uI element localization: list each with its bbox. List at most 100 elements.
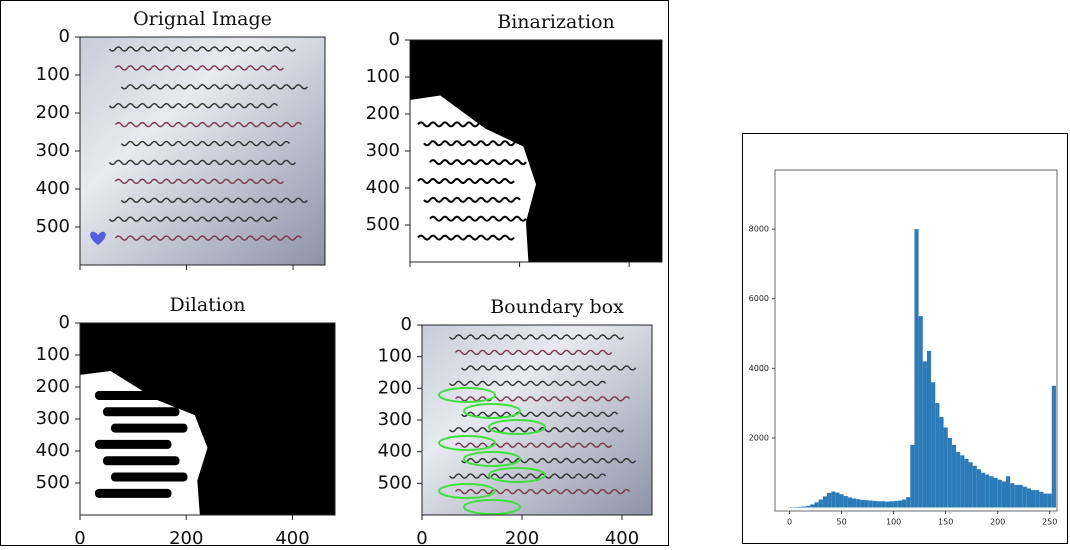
y-tick-label: 200 (36, 102, 70, 123)
y-tick-label: 400 (366, 177, 400, 198)
figure: Orignal Image 0 100 200 300 400 500 Binarizatio… (0, 0, 1070, 546)
hist-bar (948, 438, 952, 508)
hist-bar (1027, 488, 1031, 507)
hist-bar (823, 496, 827, 507)
x-tick-label: 200 (990, 518, 1005, 527)
hist-bar (952, 445, 956, 508)
panel-title: Orignal Image (133, 8, 272, 30)
hist-bar (1052, 386, 1056, 508)
y-tick-label: 400 (36, 440, 70, 461)
image (410, 40, 662, 262)
hist-bar (989, 476, 993, 507)
hist-bar (944, 427, 948, 507)
x-tick-label: 400 (605, 528, 639, 546)
blob (103, 407, 180, 416)
hist-bar (1006, 476, 1010, 507)
x-tick-label: 400 (275, 528, 309, 546)
hist-bar (1010, 483, 1014, 507)
y-tick-label: 500 (366, 214, 400, 235)
hist-bar (860, 500, 864, 508)
hist-bar (998, 480, 1002, 508)
photo-bg (80, 37, 325, 265)
hist-bar (889, 501, 893, 507)
image (80, 323, 335, 515)
blob (95, 440, 172, 449)
hist-bar (1002, 481, 1006, 507)
hist-bar (819, 500, 823, 508)
blob (95, 489, 172, 498)
hist-bar (827, 493, 831, 508)
hist-bar (931, 382, 935, 507)
hist-bar (1023, 487, 1027, 508)
hist-bar (960, 455, 964, 507)
y-tick-label: 100 (36, 344, 70, 365)
x-tick-label: 150 (938, 518, 953, 527)
hist-bar (935, 403, 939, 507)
y-tick-label: 200 (378, 377, 412, 398)
hist-bar (848, 497, 852, 507)
hist-bar (881, 501, 885, 507)
hist-bar (910, 445, 914, 508)
y-tick-label: 500 (378, 472, 412, 493)
hist-bar (1031, 490, 1035, 507)
y-tick-label: 8000 (749, 225, 769, 234)
panel-title: Dilation (169, 294, 245, 316)
panel-title: Binarization (497, 11, 615, 33)
hist-bar (956, 452, 960, 508)
hist-bar (1039, 492, 1043, 508)
image (80, 37, 325, 265)
y-tick-label: 0 (59, 26, 70, 47)
hist-bar (902, 500, 906, 508)
blob (111, 473, 188, 482)
hist-bar (1048, 494, 1052, 508)
y-tick-label: 100 (366, 66, 400, 87)
hist-bar (939, 417, 943, 507)
y-tick-label: 300 (366, 140, 400, 161)
x-tick-label: 0 (787, 518, 792, 527)
hist-bar (1018, 485, 1022, 508)
hist-bar (831, 492, 835, 508)
y-tick-label: 400 (378, 441, 412, 462)
y-tick-label: 2000 (749, 433, 769, 442)
hist-bar (885, 502, 889, 508)
y-tick-label: 100 (36, 64, 70, 85)
hist-bar (994, 478, 998, 508)
x-tick-label: 0 (74, 528, 85, 546)
hist-bar (856, 499, 860, 507)
hist-bar (1043, 494, 1047, 508)
y-tick-label: 6000 (749, 294, 769, 303)
panel-title: Boundary box (490, 296, 624, 318)
y-tick-label: 4000 (749, 364, 769, 373)
hist-bar (923, 361, 927, 507)
y-tick-label: 200 (366, 103, 400, 124)
y-tick-label: 300 (378, 409, 412, 430)
hist-bar (794, 507, 798, 508)
x-tick-label: 100 (886, 518, 901, 527)
hist-bar (864, 500, 868, 507)
x-tick-label: 200 (169, 528, 203, 546)
blob (103, 456, 180, 465)
hist-bar (873, 501, 877, 508)
y-tick-label: 500 (36, 216, 70, 237)
hist-bar (852, 498, 856, 507)
image (422, 325, 652, 515)
y-tick-label: 100 (378, 346, 412, 367)
blob (95, 391, 172, 400)
x-tick-label: 250 (1042, 518, 1057, 527)
y-tick-label: 0 (401, 314, 412, 335)
hist-bar (844, 496, 848, 507)
x-tick-label: 200 (505, 528, 539, 546)
hist-bar (810, 504, 814, 507)
hist-bar (1035, 490, 1039, 507)
hist-bar (835, 493, 839, 508)
hist-bar (906, 497, 910, 507)
hist-bar (985, 474, 989, 507)
hist-bar (798, 507, 802, 508)
y-tick-label: 400 (36, 178, 70, 199)
hist-bar (898, 501, 902, 508)
hist-bar (869, 501, 873, 508)
hist-bar (964, 459, 968, 508)
y-tick-label: 200 (36, 376, 70, 397)
y-tick-label: 300 (36, 140, 70, 161)
y-tick-label: 0 (59, 312, 70, 333)
